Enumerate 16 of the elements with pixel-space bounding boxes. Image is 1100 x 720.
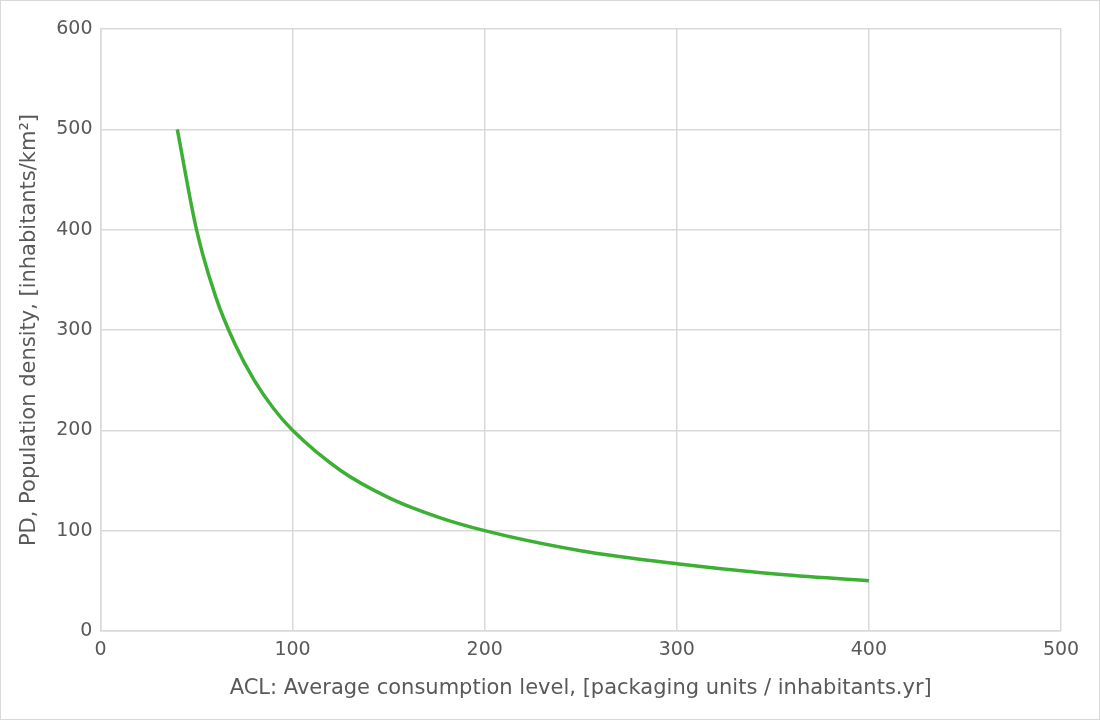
x-tick-label: 200 bbox=[466, 637, 503, 660]
y-tick-label: 200 bbox=[56, 417, 93, 440]
x-tick-label: 100 bbox=[274, 637, 311, 660]
x-tick-label: 500 bbox=[1042, 637, 1080, 660]
y-tick-label: 500 bbox=[56, 116, 93, 139]
y-axis-title: PD, Population density, [inhabitants/km²] bbox=[16, 113, 41, 547]
x-axis-title: ACL: Average consumption level, [packaging units / inhabitants.yr] bbox=[229, 674, 932, 699]
y-tick-label: 100 bbox=[56, 517, 93, 540]
y-tick-label: 0 bbox=[80, 617, 93, 640]
y-tick-label: 300 bbox=[56, 316, 93, 339]
x-tick-label: 0 bbox=[94, 637, 107, 660]
x-tick-label: 400 bbox=[850, 637, 888, 660]
line-series bbox=[175, 127, 871, 583]
y-tick-label: 600 bbox=[56, 15, 93, 38]
y-tick-label: 400 bbox=[56, 216, 93, 239]
x-tick-label: 300 bbox=[658, 637, 695, 660]
